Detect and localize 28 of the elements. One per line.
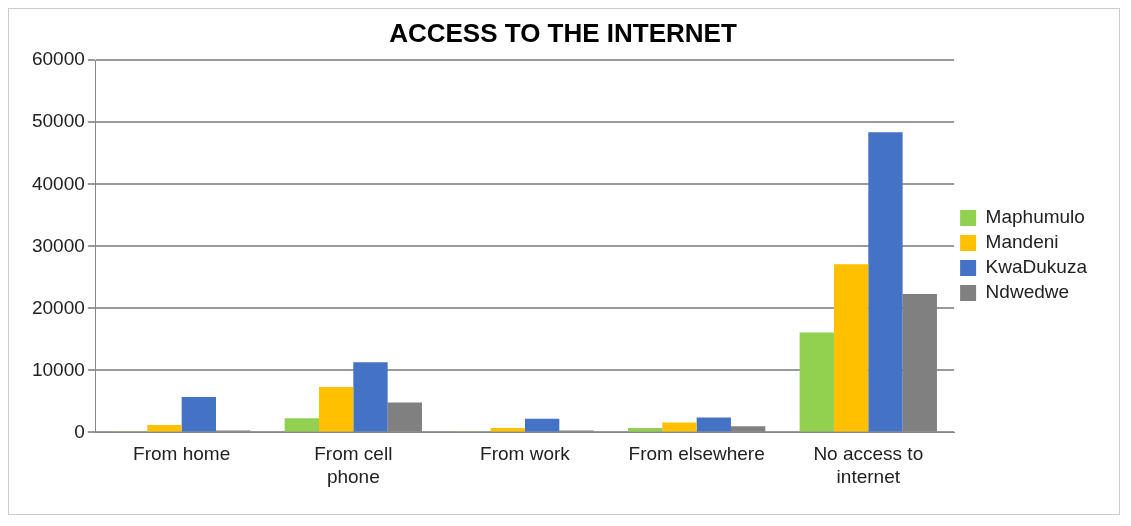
bar	[833, 264, 869, 432]
x-tick-label: No access to internet	[813, 443, 924, 487]
y-tick-label: 60000	[31, 48, 85, 70]
y-tick-label: 20000	[31, 296, 85, 318]
y-tick-label: 40000	[31, 172, 85, 194]
bar	[147, 424, 182, 432]
bar	[524, 418, 560, 432]
x-tick-label: From elsewhere	[628, 443, 765, 465]
legend-label: Mandeni	[985, 231, 1059, 253]
legend-label: Ndwedwe	[985, 281, 1070, 303]
bar	[868, 132, 903, 432]
bar	[353, 362, 388, 432]
bar	[181, 397, 216, 432]
y-tick-label: 30000	[31, 234, 85, 256]
x-tick-label: From home	[133, 443, 231, 465]
bar	[799, 332, 834, 432]
legend-label: Maphumulo	[985, 206, 1085, 228]
chart-title: ACCESS TO THE INTERNET	[389, 17, 737, 48]
x-tick-label: From work	[480, 443, 571, 465]
y-tick-label: 0	[74, 420, 85, 442]
bar	[662, 422, 697, 432]
bar	[284, 418, 319, 432]
legend-label: KwaDukuza	[985, 256, 1088, 278]
bar	[696, 417, 731, 432]
y-tick-label: 50000	[31, 110, 85, 132]
bar	[318, 387, 354, 432]
x-tick-label: From cell phone	[314, 443, 393, 487]
y-tick-label: 10000	[31, 358, 85, 380]
